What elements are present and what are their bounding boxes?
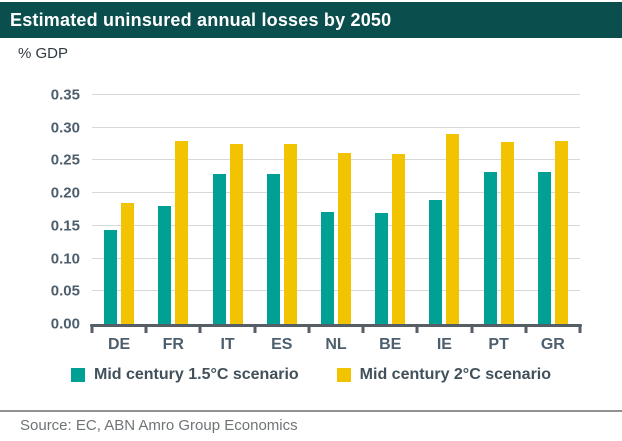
- x-axis-line: [90, 324, 582, 327]
- gridline: [92, 257, 580, 259]
- x-axis-tick: [198, 324, 202, 333]
- x-axis-label-pt: PT: [488, 336, 509, 353]
- legend-label: Mid century 1.5°C scenario: [93, 366, 299, 383]
- bar-groups: [92, 95, 580, 324]
- bar-group-gr: [526, 95, 580, 324]
- bar-series-2-fr: [175, 141, 189, 324]
- y-axis-tick-label: 0.35: [50, 86, 80, 104]
- bar-group-ie: [417, 95, 471, 324]
- x-axis-tick: [578, 324, 582, 333]
- x-axis-tick: [144, 324, 148, 333]
- x-axis-labels: DE FR IT ES NL BE IE PT GR: [92, 336, 580, 354]
- bar-series-2-gr: [554, 141, 568, 324]
- x-axis-tick: [524, 324, 528, 333]
- x-axis-label-it: IT: [220, 336, 235, 353]
- x-axis-label-ie: IE: [436, 336, 452, 353]
- gridline: [92, 192, 580, 194]
- chart-title: Estimated uninsured annual losses by 205…: [10, 9, 392, 30]
- bar-series-1-be: [375, 213, 389, 324]
- y-axis-tick-label: 0.20: [50, 184, 80, 202]
- bar-series-1-gr: [537, 172, 551, 324]
- y-axis-tick-label: 0.10: [50, 250, 80, 268]
- bar-series-1-de: [104, 230, 118, 324]
- gridline: [92, 290, 580, 292]
- x-axis-label-be: BE: [379, 336, 402, 353]
- legend-swatch-icon: [70, 368, 85, 382]
- y-axis-tick-label: 0.30: [50, 119, 80, 137]
- x-axis-tick: [307, 324, 311, 333]
- x-axis-tick: [90, 324, 94, 333]
- bar-series-2-de: [121, 202, 135, 324]
- x-axis-label-es: ES: [271, 336, 293, 353]
- bar-series-2-ie: [446, 134, 460, 324]
- gridline: [92, 224, 580, 226]
- x-axis-label-de: DE: [107, 336, 131, 353]
- y-axis-labels: 0.00 0.05 0.10 0.15 0.20 0.25 0.30 0.35: [0, 88, 80, 332]
- gridline: [92, 159, 580, 161]
- divider: [0, 410, 622, 412]
- y-axis-tick-label: 0.25: [50, 151, 80, 169]
- gridline: [92, 94, 580, 95]
- x-axis-tick: [361, 324, 365, 333]
- bar-series-1-fr: [158, 205, 172, 324]
- bar-group-fr: [146, 95, 200, 324]
- bar-series-2-it: [229, 144, 243, 324]
- bar-series-2-es: [283, 144, 297, 324]
- bar-series-2-pt: [500, 142, 514, 324]
- bar-group-it: [200, 95, 254, 324]
- chart-title-bar: Estimated uninsured annual losses by 205…: [0, 2, 622, 38]
- legend: Mid century 1.5°C scenario Mid century 2°…: [0, 366, 622, 384]
- x-axis-label-gr: GR: [540, 336, 565, 353]
- y-axis-unit-label: % GDP: [18, 45, 69, 62]
- x-axis-tick: [253, 324, 257, 333]
- legend-item-1: Mid century 1.5°C scenario: [70, 366, 299, 384]
- bar-group-be: [363, 95, 417, 324]
- legend-item-2: Mid century 2°C scenario: [336, 366, 552, 384]
- bar-group-es: [255, 95, 309, 324]
- plot-area: [90, 94, 582, 333]
- bar-series-1-nl: [320, 212, 334, 324]
- bar-series-2-nl: [337, 152, 351, 324]
- gridline: [92, 126, 580, 128]
- bar-group-de: [92, 95, 146, 324]
- legend-swatch-icon: [336, 368, 351, 382]
- x-axis-label-nl: NL: [325, 336, 347, 353]
- bar-group-nl: [309, 95, 363, 324]
- x-axis-label-fr: FR: [162, 336, 184, 353]
- legend-label: Mid century 2°C scenario: [359, 366, 552, 383]
- bar-series-1-es: [266, 173, 280, 324]
- source-note: Source: EC, ABN Amro Group Economics: [20, 417, 298, 434]
- x-axis-tick: [470, 324, 474, 333]
- bar-series-1-it: [212, 173, 226, 324]
- x-axis-tick: [415, 324, 419, 333]
- bar-series-1-ie: [429, 200, 443, 324]
- y-axis-tick-label: 0.00: [50, 315, 80, 333]
- y-axis-tick-label: 0.15: [50, 217, 80, 235]
- bar-group-pt: [472, 95, 526, 324]
- y-axis-tick-label: 0.05: [50, 282, 80, 300]
- bar-series-1-pt: [483, 172, 497, 324]
- bar-series-2-be: [392, 153, 406, 324]
